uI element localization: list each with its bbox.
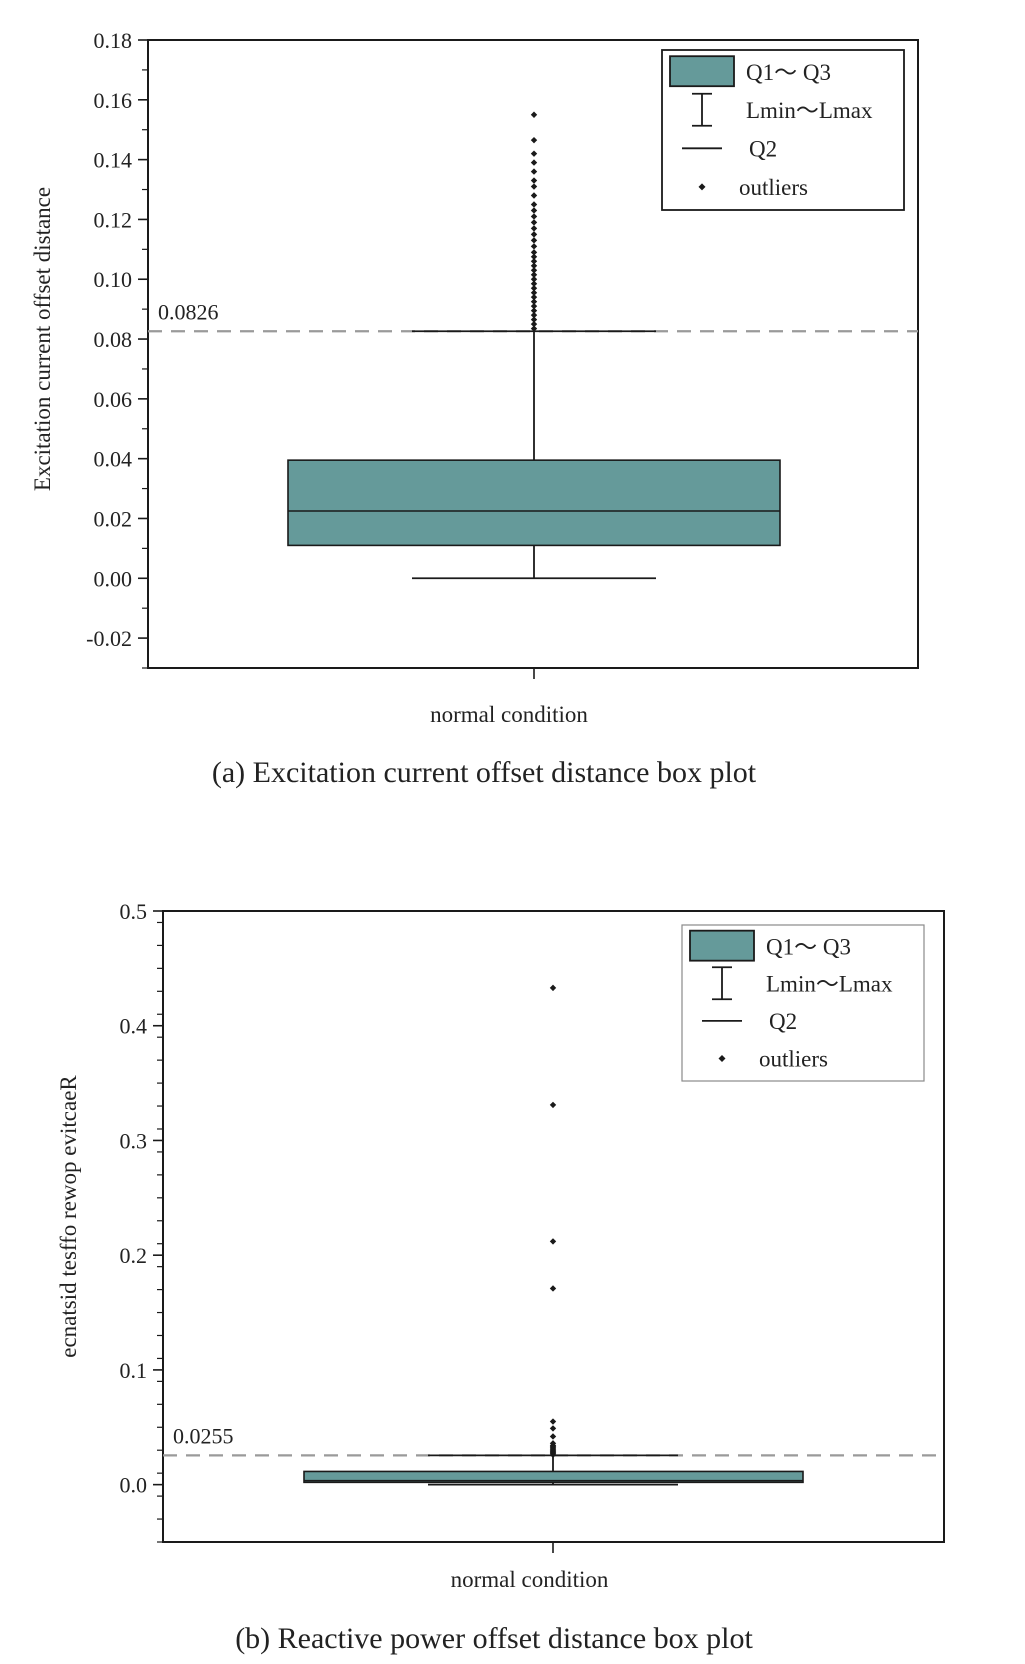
legend: Q1～ Q3 Lmin～Lmax Q2 outliers [681,924,925,1082]
outlier-point [530,207,538,214]
legend-label-lmin-lmax: Lmin～Lmax [746,98,873,123]
outlier-point [549,1425,557,1432]
y-tick-label: 0.2 [120,1243,148,1268]
outlier-point [530,289,538,296]
outlier-point [549,1440,557,1447]
legend-label-outliers: outliers [739,175,808,200]
outlier-point [530,213,538,220]
legend-box-swatch [669,55,735,88]
y-tick-label: 0.14 [94,148,133,173]
outlier-point [530,302,538,310]
plot-frame [147,39,919,669]
outlier-point [530,280,538,287]
outlier-point [530,177,538,184]
outlier-point [530,168,538,175]
reference-line-label: 0.0826 [158,299,219,324]
chart-excitation-current: -0.02 0.00 0.02 0.04 0.06 0.08 0.10 0.12 0.14 0.1… [30,28,919,789]
y-tick-label: 0.10 [94,267,133,292]
outlier-point [530,253,538,261]
outlier-point [530,243,538,250]
outlier-point [530,111,538,118]
outlier-point [530,258,538,265]
x-axis-label: normal condition [430,702,588,727]
outlier-point [530,276,538,283]
outlier-point [530,293,538,301]
outlier-point [530,262,538,269]
outlier-point [530,267,538,274]
y-tick-label: 0.08 [94,327,133,352]
legend-label-q1-q3: Q1～ Q3 [766,935,851,960]
outlier-point [530,192,538,199]
y-tick-label: 0.00 [94,566,133,591]
legend-label-lmin-lmax: Lmin～Lmax [766,971,893,996]
outlier-point [549,1238,557,1245]
y-tick-label: 0.18 [94,28,133,53]
figure-caption: (a) Excitation current offset distance b… [212,756,757,789]
outlier-point [530,307,538,314]
y-tick-label: 0.5 [120,899,148,924]
outlier-point [549,1101,557,1109]
legend-outlier-swatch [698,183,706,191]
y-tick-label: 0.3 [120,1128,148,1153]
legend-outlier-swatch [718,1054,726,1062]
legend-label-q2: Q2 [749,136,777,161]
outlier-point [530,271,538,278]
outlier-point [530,159,538,166]
outlier-point [530,285,538,292]
y-tick-label: 0.4 [120,1014,148,1039]
outlier-point [530,136,538,144]
iqr-box [287,459,781,547]
outlier-point [549,1418,557,1425]
y-tick-label: 0.0 [120,1473,148,1498]
legend: Q1～ Q3 Lmin～Lmax Q2 outliers [661,49,905,211]
chart-reactive-power: 0.0 0.1 0.2 0.3 0.4 0.5 0.0255 normal condition… [56,899,945,1655]
y-tick-label: -0.02 [86,626,132,651]
outlier-point [530,231,538,238]
outlier-point [549,1285,557,1292]
outlier-point [530,201,538,208]
outlier-point [549,984,557,992]
reference-line-label: 0.0255 [173,1423,234,1448]
legend-label-q1-q3: Q1～ Q3 [746,60,831,85]
legend-label-outliers: outliers [759,1046,828,1071]
outlier-point [530,311,538,319]
y-tick-label: 0.06 [94,387,133,412]
outlier-point [530,316,538,323]
y-tick-label: 0.1 [120,1358,148,1383]
outlier-point [530,219,538,226]
outlier-point [530,225,538,232]
y-axis-label: Excitation current offset distance [30,187,55,491]
y-tick-label: 0.16 [94,88,133,113]
legend-label-q2: Q2 [769,1009,797,1034]
outlier-point [530,183,538,190]
legend-box-swatch [689,929,755,962]
y-tick-label: 0.12 [94,207,133,232]
outlier-point [530,249,538,256]
outlier-point [530,150,538,157]
outlier-point [530,320,538,328]
y-axis-label: ecnatsid tesffo rewop evitcaeR [56,1075,81,1358]
outlier-point [530,298,538,305]
outlier-point [530,325,538,332]
y-tick-label: 0.04 [94,447,133,472]
y-tick-label: 0.02 [94,506,133,531]
iqr-box [303,1470,804,1484]
figure-caption: (b) Reactive power offset distance box p… [235,1622,753,1655]
x-axis-label: normal condition [451,1567,609,1592]
outlier-point [549,1433,557,1440]
outlier-point [530,237,538,244]
